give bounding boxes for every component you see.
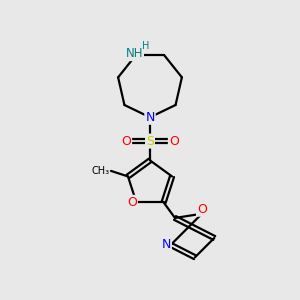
Text: O: O	[197, 203, 207, 216]
Text: O: O	[127, 196, 137, 209]
Text: CH₃: CH₃	[92, 166, 110, 176]
Text: H: H	[142, 40, 149, 51]
Text: O: O	[169, 135, 179, 148]
Text: NH: NH	[126, 47, 143, 60]
Text: N: N	[162, 238, 171, 251]
Text: N: N	[145, 111, 155, 124]
Text: O: O	[121, 135, 131, 148]
Text: S: S	[146, 135, 154, 148]
